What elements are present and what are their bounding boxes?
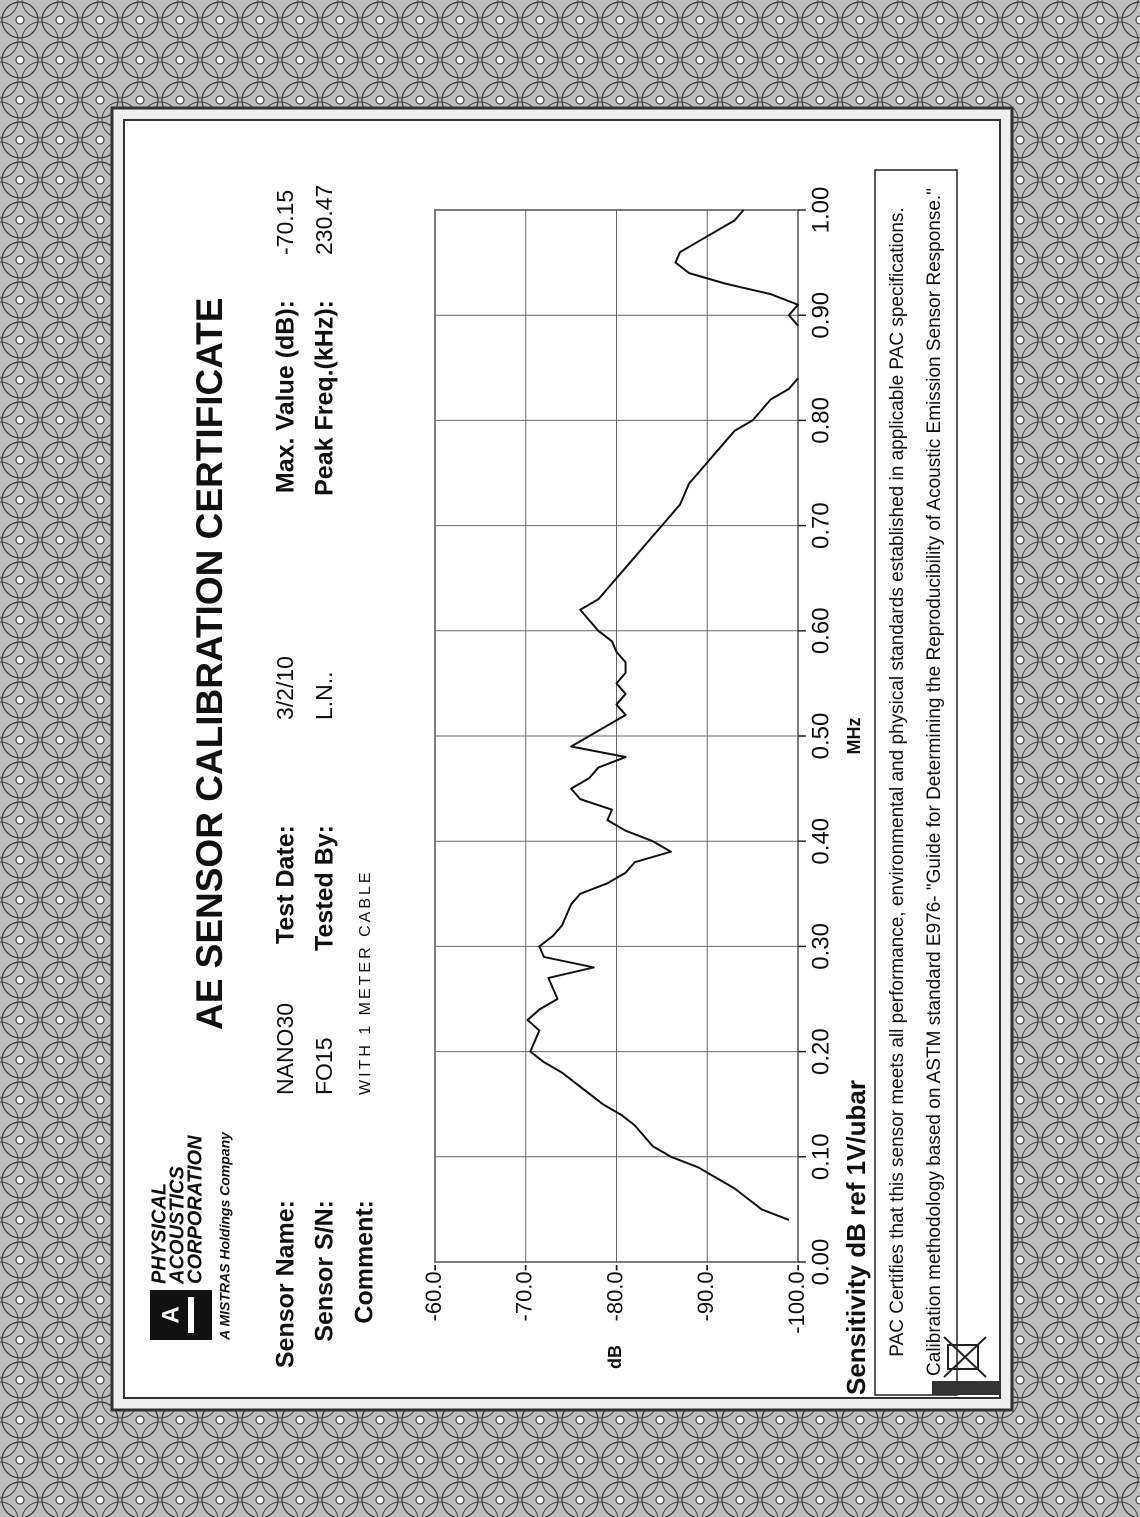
- logo-letters: A: [157, 1306, 184, 1323]
- content: A PHYSICAL ACOUSTICS CORPORATION A MISTR…: [148, 169, 1000, 1396]
- inner-frame: [123, 119, 1001, 1399]
- field-value: L.N..: [311, 671, 337, 720]
- field-value: 230.47: [311, 185, 337, 255]
- y-tick-label: -100.0-: [784, 1264, 809, 1334]
- field-label: Test Date:: [272, 825, 300, 944]
- x-tick-label: 0.60: [807, 607, 834, 654]
- field-label: Sensor S/N:: [311, 1200, 339, 1342]
- logo-line: PHYSICAL: [148, 1183, 170, 1284]
- x-tick-label: 0.90: [807, 292, 834, 339]
- field-value: -70.15: [272, 190, 298, 255]
- y-tick-label: -70.0-: [512, 1264, 537, 1321]
- field-label: Max. Value (dB):: [272, 300, 300, 493]
- logo-mark: [150, 1290, 212, 1340]
- weee-icon: [932, 1336, 1000, 1395]
- x-tick-label: 0.10: [807, 1133, 834, 1180]
- x-tick-label: 0.00: [807, 1239, 834, 1286]
- logo-line: CORPORATION: [184, 1135, 206, 1284]
- field-value: FO15: [311, 1037, 337, 1095]
- field-value: WITH 1 METER CABLE: [357, 869, 374, 1095]
- logo-bar: [188, 1297, 194, 1333]
- x-axis-label: MHz: [844, 718, 864, 755]
- x-tick-label: 0.80: [807, 397, 834, 444]
- chart-caption: Sensitivity dB ref 1V/ubar: [841, 1080, 871, 1395]
- x-tick-label: 0.50: [807, 713, 834, 760]
- response-curve: [526, 209, 799, 1221]
- logo-tagline: A MISTRAS Holdings Company: [217, 1131, 233, 1341]
- footer-line: Calibration methodology based on ASTM st…: [924, 188, 945, 1376]
- y-tick-label: -80.0-: [602, 1264, 627, 1321]
- field-label: Comment:: [351, 1200, 379, 1324]
- x-tick-label: 1.00: [807, 187, 834, 234]
- field-label: Tested By:: [311, 825, 339, 951]
- title: AE SENSOR CALIBRATION CERTIFICATE: [189, 298, 230, 1030]
- field-value: NANO30: [272, 1003, 298, 1095]
- x-tick-label: 0.20: [807, 1028, 834, 1075]
- x-tick-label: 0.70: [807, 502, 834, 549]
- y-tick-label: -90.0-: [693, 1264, 718, 1321]
- logo-line: ACOUSTICS: [166, 1166, 188, 1285]
- y-axis-label: dB: [605, 1345, 625, 1369]
- x-tick-label: 0.40: [807, 818, 834, 865]
- field-value: 3/2/10: [272, 656, 298, 720]
- field-label: Peak Freq.(kHz):: [311, 300, 339, 496]
- field-label: Sensor Name:: [272, 1200, 300, 1368]
- x-tick-label: 0.30: [807, 923, 834, 970]
- y-tick-label: -60.0-: [421, 1264, 446, 1321]
- footer-line: PAC Certifies that this sensor meets all…: [887, 207, 908, 1356]
- footer-box: [874, 169, 958, 1396]
